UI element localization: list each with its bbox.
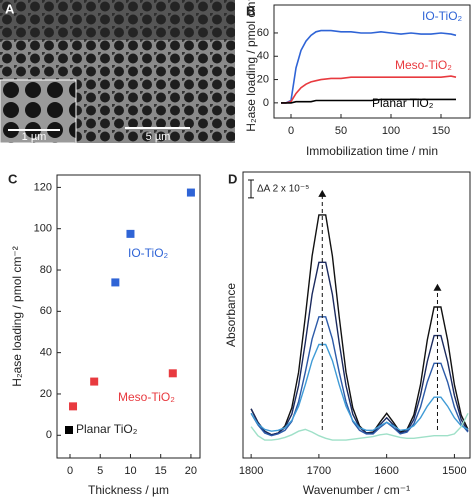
plot-frame xyxy=(273,4,471,119)
y-tick-label: 40 xyxy=(257,50,269,62)
panel-label: D xyxy=(228,171,237,186)
series-line xyxy=(250,214,469,436)
scale-label: ΔA 2 x 10⁻⁵ xyxy=(257,184,309,195)
series-label: IO-TiO₂ xyxy=(422,9,463,23)
series-line xyxy=(250,343,469,432)
point xyxy=(126,229,135,238)
series-line xyxy=(281,98,456,104)
series-label: Meso-TiO₂ xyxy=(118,390,175,404)
legend-swatch xyxy=(65,426,73,434)
plot-frame xyxy=(56,174,201,459)
y-tick-label: 40 xyxy=(40,347,52,359)
y-axis-label: H₂ase loading / pmol cm⁻² xyxy=(244,0,258,132)
y-axis-label: Absorbance xyxy=(224,283,238,347)
peak-arrow xyxy=(318,189,327,197)
sem-top xyxy=(0,0,235,40)
y-tick-label: 20 xyxy=(40,388,52,400)
series-label: IO-TiO₂ xyxy=(128,246,169,260)
series-line xyxy=(250,316,469,437)
plot-frame xyxy=(242,171,471,459)
x-tick-label: 1700 xyxy=(307,465,331,477)
y-tick-label: 0 xyxy=(263,97,269,109)
x-tick-label: 100 xyxy=(382,125,400,137)
y-tick-label: 80 xyxy=(40,264,52,276)
panel-label: A xyxy=(5,1,15,16)
x-tick-label: 50 xyxy=(335,125,347,137)
x-tick-label: 5 xyxy=(97,465,103,477)
panel-label: B xyxy=(246,3,255,18)
point xyxy=(69,402,78,411)
x-tick-label: 150 xyxy=(432,125,450,137)
x-tick-label: 20 xyxy=(185,465,197,477)
series-line xyxy=(250,412,469,441)
y-tick-label: 60 xyxy=(40,305,52,317)
series-label: Planar TiO₂ xyxy=(76,422,138,436)
x-tick-label: 15 xyxy=(155,465,167,477)
y-axis-label: H₂ase loading / pmol cm⁻² xyxy=(10,246,24,386)
series-label: Planar TiO₂ xyxy=(372,96,434,110)
series-line xyxy=(281,29,457,104)
y-tick-label: 0 xyxy=(46,429,52,441)
y-tick-label: 20 xyxy=(257,73,269,85)
inset-scale: 1 µm xyxy=(22,131,47,143)
x-tick-label: 1500 xyxy=(442,465,466,477)
y-tick-label: 60 xyxy=(257,27,269,39)
x-tick-label: 1600 xyxy=(374,465,398,477)
x-tick-label: 10 xyxy=(124,465,136,477)
sem-image: A 1 µm 5 µm xyxy=(0,0,235,144)
panel-label: C xyxy=(8,171,18,186)
series-line xyxy=(281,75,457,104)
series-label: Meso-TiO₂ xyxy=(395,58,452,72)
x-axis-label: Wavenumber / cm⁻¹ xyxy=(303,483,410,497)
main-scale: 5 µm xyxy=(146,131,171,143)
sem-inset xyxy=(0,79,77,144)
point xyxy=(186,188,195,197)
point xyxy=(111,278,120,287)
x-axis-label: Thickness / µm xyxy=(88,483,169,497)
x-tick-label: 1800 xyxy=(239,465,263,477)
point xyxy=(90,377,99,386)
x-tick-label: 0 xyxy=(288,125,294,137)
peak-arrow xyxy=(433,283,442,291)
x-axis-label: Immobilization time / min xyxy=(306,144,438,158)
y-tick-label: 100 xyxy=(34,223,52,235)
point xyxy=(168,369,177,378)
y-tick-label: 120 xyxy=(34,181,52,193)
x-tick-label: 0 xyxy=(67,465,73,477)
